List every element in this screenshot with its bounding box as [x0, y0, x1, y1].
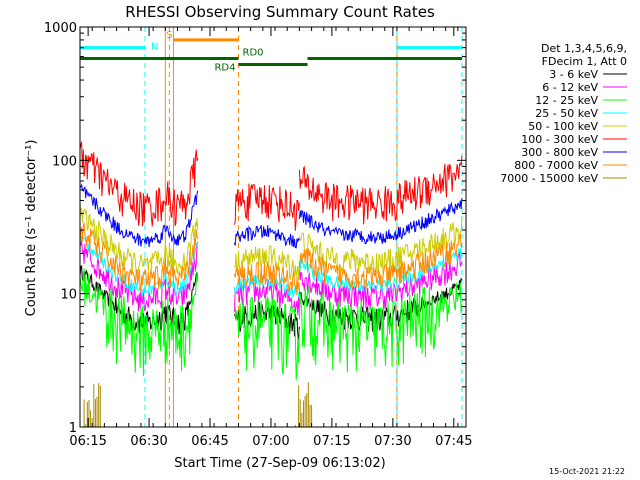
series-8-segment-2: [233, 261, 300, 296]
series-5-segment-2: [233, 245, 300, 281]
y-axis-label: Count Rate (s⁻¹ detector⁻¹): [24, 140, 39, 317]
series-3-segment-1: [79, 268, 199, 377]
legend-label: 7000 - 15000 keV: [500, 172, 598, 185]
legend-header-line-2: FDecim 1, Att 0: [542, 55, 627, 68]
x-tick-label: 06:15: [69, 434, 106, 449]
saa-marker-label: N: [151, 42, 158, 53]
series-6-segment-3: [298, 156, 463, 225]
legend-label: 3 - 6 keV: [549, 68, 598, 81]
series-3-segment-3: [298, 282, 463, 373]
x-tick-label: 06:45: [191, 434, 228, 449]
series-2-segment-1: [79, 238, 199, 312]
series-8-segment-3: [298, 233, 463, 290]
x-tick-label: 07:15: [313, 434, 350, 449]
legend-label: 50 - 100 keV: [528, 120, 598, 133]
legend-label: 100 - 300 keV: [521, 133, 598, 146]
series-1-segment-1: [79, 265, 199, 335]
y-tick-label: 1000: [44, 21, 77, 36]
plot-frame: [79, 26, 467, 428]
legend: Det 1,3,4,5,6,9, FDecim 1, Att 0 3 - 6 k…: [500, 42, 627, 185]
legend-label: 6 - 12 keV: [542, 81, 598, 94]
night-label-rd4: RD4: [214, 63, 235, 74]
x-axis-label: Start Time (27-Sep-09 06:13:02): [174, 456, 385, 471]
legend-label: 800 - 7000 keV: [514, 159, 598, 172]
y-tick-label: 10: [60, 288, 77, 303]
series-5-segment-1: [79, 202, 199, 277]
night-label-rd0: RD0: [243, 48, 264, 59]
x-tick-label: 07:45: [435, 434, 472, 449]
series-7-segment-2: [233, 224, 300, 249]
legend-header-line-1: Det 1,3,4,5,6,9,: [541, 42, 627, 55]
chart-title: RHESSI Observing Summary Count Rates: [125, 3, 435, 21]
legend-label: 300 - 800 keV: [521, 146, 598, 159]
legend-label: 12 - 25 keV: [535, 94, 598, 107]
series-7-segment-3: [298, 198, 463, 245]
series-6-segment-1: [79, 141, 199, 227]
y-tick-label: 100: [52, 154, 77, 169]
x-tick-label: 07:30: [374, 434, 411, 449]
x-tick-label: 06:30: [130, 434, 167, 449]
render-timestamp: 15-Oct-2021 21:22: [549, 467, 625, 476]
series-6-segment-2: [233, 183, 300, 231]
series-1-segment-3: [298, 277, 463, 332]
legend-label: 25 - 50 keV: [535, 107, 598, 120]
series-7-segment-1: [79, 183, 199, 248]
x-tick-label: 07:00: [252, 434, 289, 449]
series-8-segment-1: [79, 222, 199, 292]
series-1-segment-2: [233, 300, 300, 341]
series-3-segment-2: [234, 296, 300, 381]
series-5-segment-3: [298, 217, 463, 276]
y-tick-label: 1: [69, 421, 77, 436]
flare-marker-label: S: [166, 30, 172, 41]
series-2-segment-3: [298, 251, 463, 311]
series-4-segment-2: [233, 273, 300, 299]
